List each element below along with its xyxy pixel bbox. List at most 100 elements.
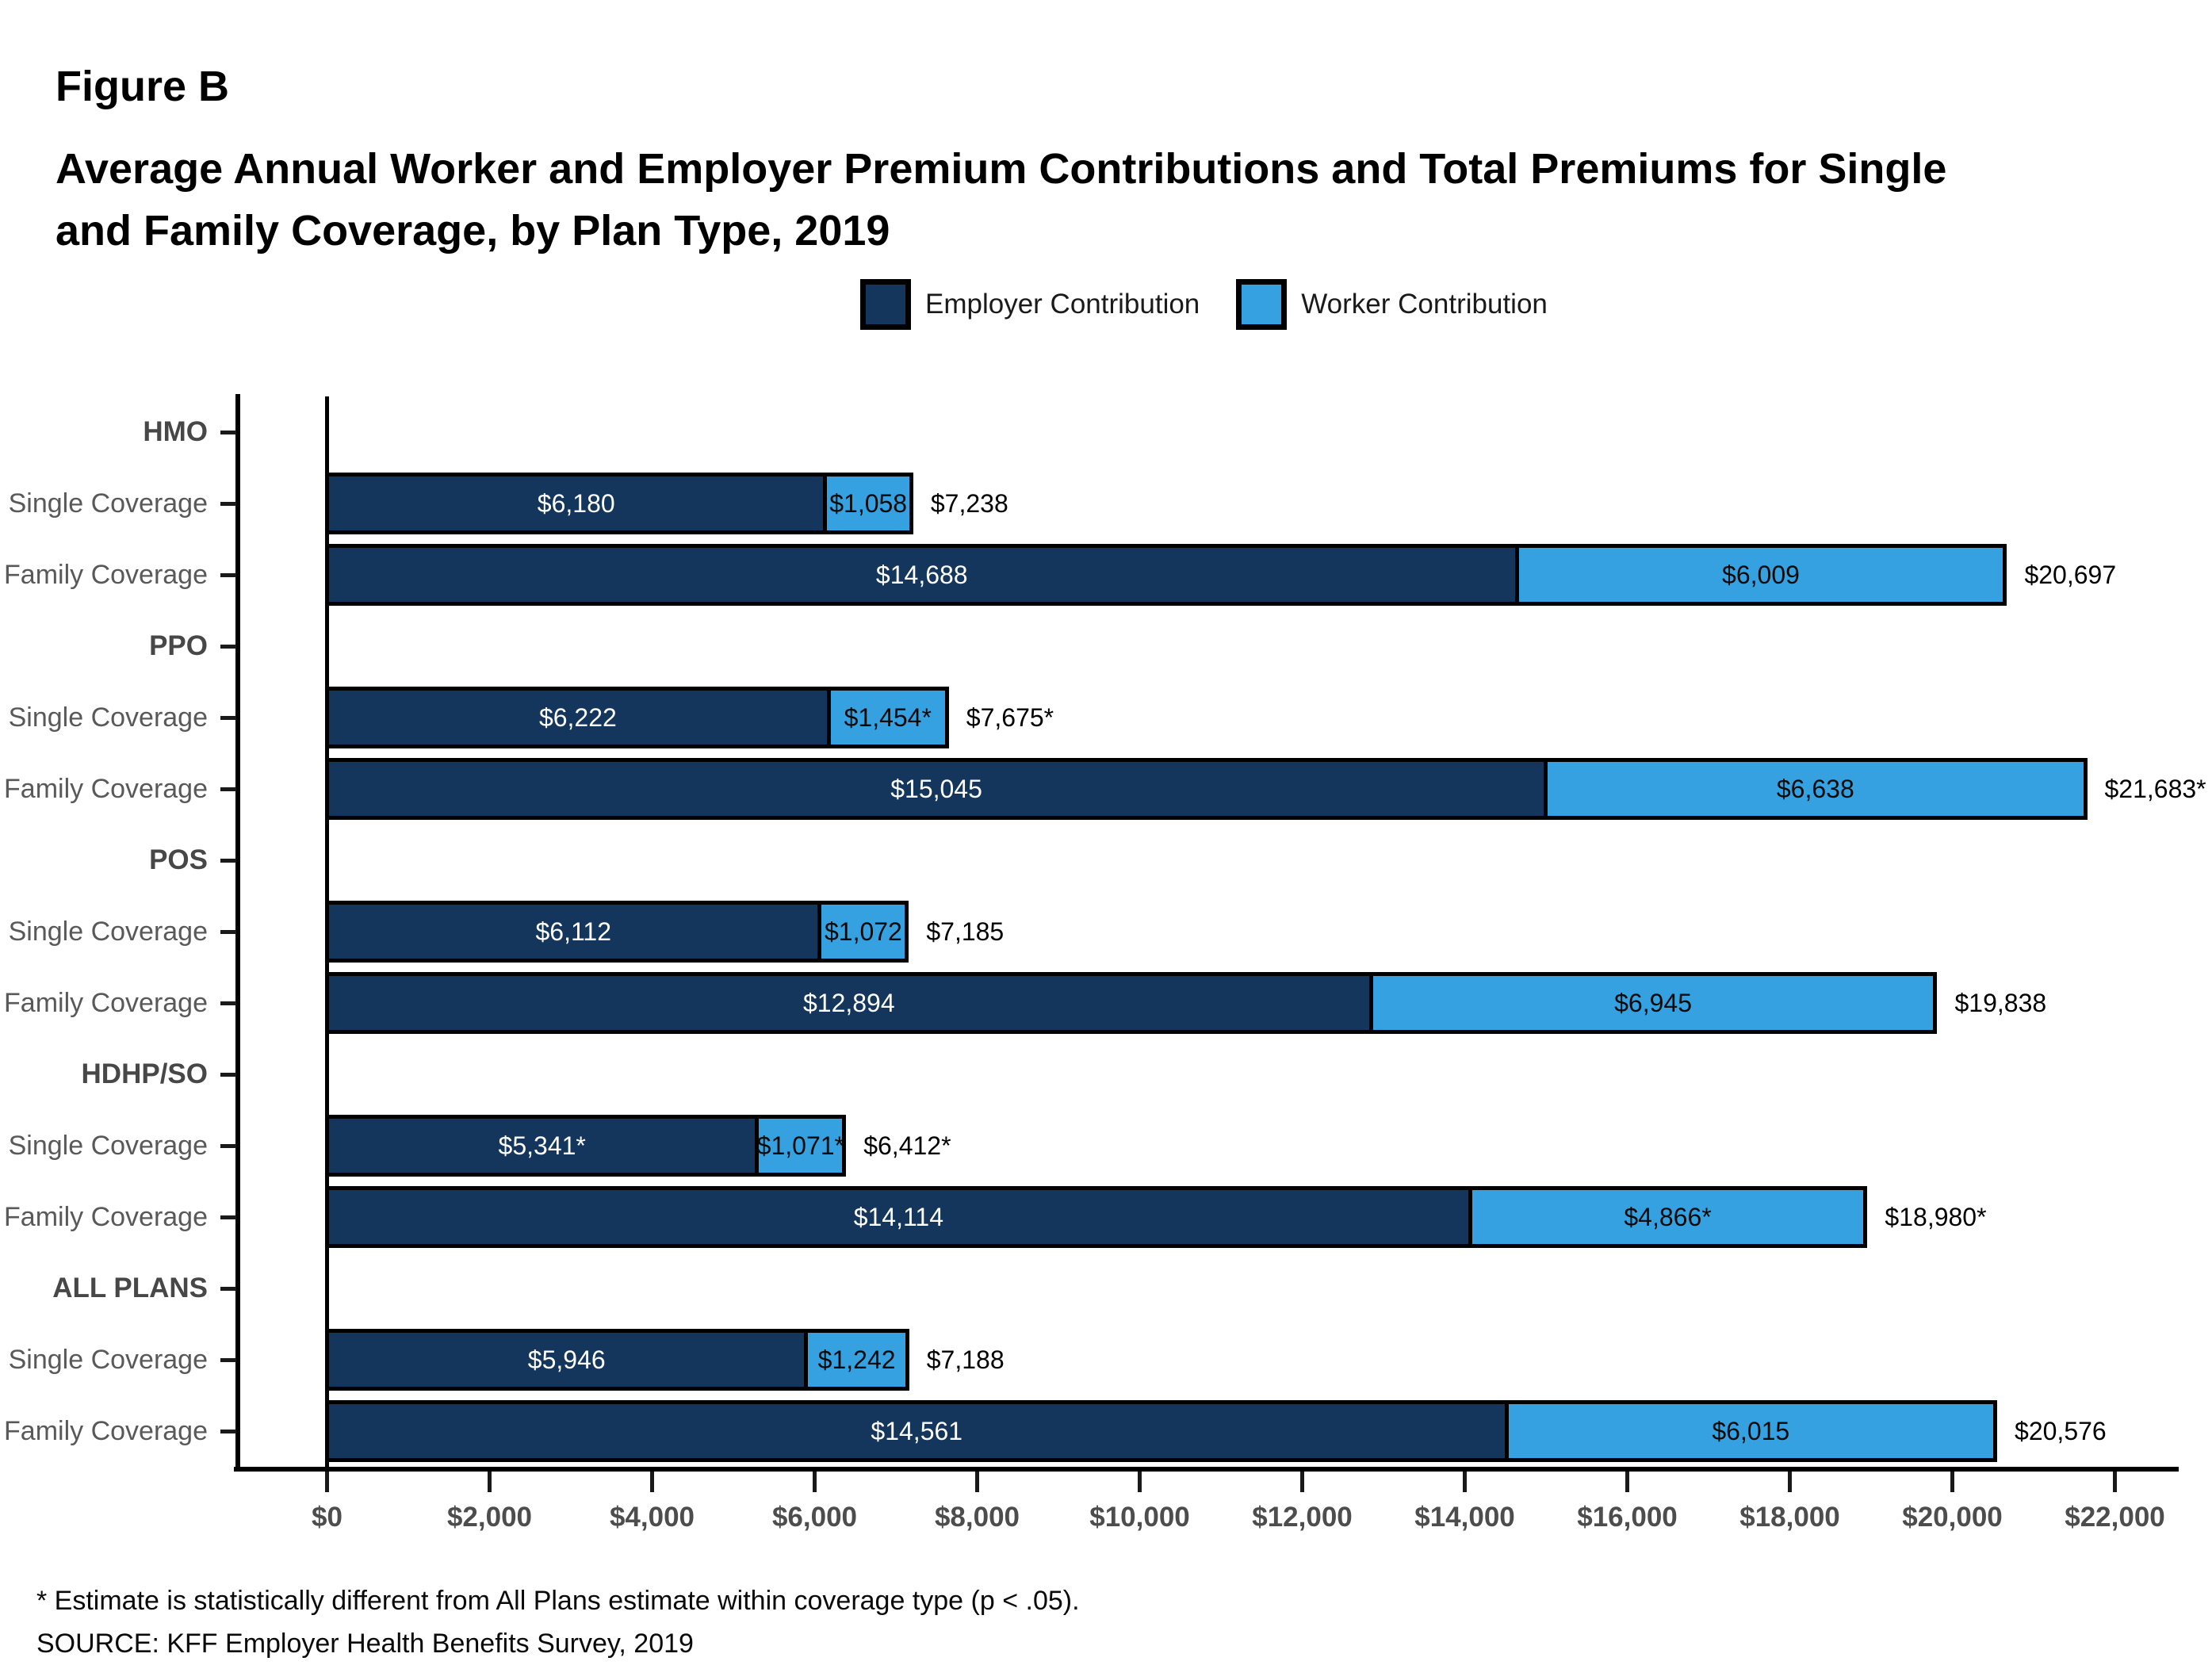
x-axis-tick-label: $6,000 bbox=[771, 1502, 858, 1533]
y-axis-tick bbox=[220, 1144, 236, 1148]
y-axis-tick bbox=[220, 1001, 236, 1005]
x-axis-tick bbox=[975, 1472, 979, 1492]
y-axis-tick bbox=[220, 1287, 236, 1291]
x-axis-tick bbox=[2113, 1472, 2117, 1492]
y-axis-tick bbox=[220, 502, 236, 506]
bar-row: $5,341* $1,071* $6,412* bbox=[325, 1115, 951, 1177]
y-axis-tick bbox=[220, 1358, 236, 1362]
legend-item-worker: Worker Contribution bbox=[1236, 279, 1548, 330]
coverage-label: Single Coverage bbox=[8, 488, 208, 519]
footnote: * Estimate is statistically different fr… bbox=[36, 1586, 1080, 1616]
y-axis-tick bbox=[220, 1073, 236, 1077]
total-premium-label: $7,185 bbox=[926, 917, 1005, 946]
title-block: Figure B Average Annual Worker and Emplo… bbox=[55, 62, 1946, 262]
x-axis-tick-label: $4,000 bbox=[609, 1502, 695, 1533]
x-axis-tick-label: $2,000 bbox=[446, 1502, 533, 1533]
plan-type-label: HDHP/SO bbox=[81, 1058, 208, 1089]
total-premium-label: $19,838 bbox=[1954, 988, 2047, 1017]
x-axis-tick-label: $16,000 bbox=[1577, 1502, 1678, 1533]
worker-contribution-segment: $1,072 bbox=[817, 901, 909, 963]
y-axis-tick bbox=[220, 787, 236, 791]
bar-row: $14,688 $6,009 $20,697 bbox=[325, 544, 2116, 606]
worker-contribution-segment: $6,015 bbox=[1504, 1400, 1998, 1462]
y-axis-tick bbox=[220, 431, 236, 434]
y-axis-line bbox=[235, 394, 240, 1470]
bar-row: $14,561 $6,015 $20,576 bbox=[325, 1400, 2107, 1462]
plan-type-label: ALL PLANS bbox=[52, 1273, 208, 1303]
bar-row: $6,222 $1,454* $7,675* bbox=[325, 687, 1054, 748]
legend-label-worker: Worker Contribution bbox=[1301, 289, 1548, 320]
x-axis-tick bbox=[1788, 1472, 1792, 1492]
x-axis-tick bbox=[650, 1472, 654, 1492]
coverage-label: Single Coverage bbox=[8, 917, 208, 947]
chart-title-line-1: Average Annual Worker and Employer Premi… bbox=[55, 145, 1947, 193]
plan-type-label: HMO bbox=[143, 416, 208, 447]
employer-contribution-segment: $14,688 bbox=[325, 544, 1519, 606]
x-axis-tick bbox=[488, 1472, 492, 1492]
y-axis-tick bbox=[220, 573, 236, 577]
x-axis-tick bbox=[813, 1472, 817, 1492]
total-premium-label: $7,188 bbox=[926, 1345, 1005, 1374]
total-premium-label: $18,980* bbox=[1885, 1202, 1987, 1231]
y-axis-tick bbox=[220, 645, 236, 649]
coverage-label: Family Coverage bbox=[4, 560, 208, 590]
total-premium-label: $6,412* bbox=[863, 1131, 951, 1160]
x-axis-line bbox=[234, 1467, 2179, 1472]
worker-contribution-segment: $4,866* bbox=[1468, 1186, 1868, 1248]
y-axis-tick bbox=[220, 1430, 236, 1433]
worker-contribution-segment: $1,454* bbox=[826, 687, 949, 748]
x-axis-tick bbox=[1625, 1472, 1629, 1492]
worker-contribution-segment: $1,071* bbox=[755, 1115, 847, 1177]
employer-contribution-segment: $14,561 bbox=[325, 1400, 1509, 1462]
x-axis-tick bbox=[1138, 1472, 1142, 1492]
employer-contribution-segment: $12,894 bbox=[325, 972, 1373, 1034]
x-axis-tick-label: $22,000 bbox=[2065, 1502, 2165, 1533]
worker-contribution-segment: $1,058 bbox=[823, 473, 913, 534]
y-axis-tick bbox=[220, 930, 236, 934]
coverage-label: Single Coverage bbox=[8, 1131, 208, 1161]
plan-type-label: POS bbox=[149, 844, 208, 875]
employer-contribution-segment: $6,180 bbox=[325, 473, 828, 534]
employer-contribution-segment: $6,112 bbox=[325, 901, 822, 963]
total-premium-label: $20,697 bbox=[2024, 560, 2117, 589]
worker-contribution-segment: $6,638 bbox=[1544, 758, 2088, 820]
bar-row: $6,112 $1,072 $7,185 bbox=[325, 901, 1004, 963]
legend-label-employer: Employer Contribution bbox=[925, 289, 1200, 320]
x-axis-tick bbox=[325, 1472, 329, 1492]
coverage-label: Family Coverage bbox=[4, 988, 208, 1018]
x-axis-tick bbox=[1463, 1472, 1467, 1492]
employer-contribution-segment: $5,341* bbox=[325, 1115, 760, 1177]
bar-row: $12,894 $6,945 $19,838 bbox=[325, 972, 2046, 1034]
x-axis-tick-label: $20,000 bbox=[1902, 1502, 2003, 1533]
coverage-label: Family Coverage bbox=[4, 1416, 208, 1446]
total-premium-label: $21,683* bbox=[2104, 774, 2206, 803]
bar-row: $5,946 $1,242 $7,188 bbox=[325, 1329, 1005, 1391]
coverage-label: Single Coverage bbox=[8, 1345, 208, 1375]
worker-contribution-swatch bbox=[1236, 279, 1288, 330]
worker-contribution-segment: $1,242 bbox=[804, 1329, 909, 1391]
total-premium-label: $20,576 bbox=[2015, 1416, 2107, 1445]
x-axis-tick-label: $8,000 bbox=[934, 1502, 1020, 1533]
y-axis-tick bbox=[220, 859, 236, 863]
x-axis-tick-label: $0 bbox=[312, 1502, 343, 1533]
bar-row: $15,045 $6,638 $21,683* bbox=[325, 758, 2206, 820]
bar-row: $6,180 $1,058 $7,238 bbox=[325, 473, 1008, 534]
y-axis-tick bbox=[220, 716, 236, 720]
coverage-label: Family Coverage bbox=[4, 774, 208, 804]
x-axis-tick-label: $14,000 bbox=[1414, 1502, 1515, 1533]
legend: Employer Contribution Worker Contributio… bbox=[860, 279, 1548, 330]
x-axis-tick-label: $18,000 bbox=[1739, 1502, 1840, 1533]
x-axis-tick-label: $10,000 bbox=[1089, 1502, 1190, 1533]
worker-contribution-segment: $6,009 bbox=[1514, 544, 2007, 606]
legend-item-employer: Employer Contribution bbox=[860, 279, 1200, 330]
employer-contribution-segment: $14,114 bbox=[325, 1186, 1472, 1248]
source-note: SOURCE: KFF Employer Health Benefits Sur… bbox=[36, 1629, 694, 1659]
worker-contribution-segment: $6,945 bbox=[1368, 972, 1938, 1034]
y-axis-tick bbox=[220, 1215, 236, 1219]
total-premium-label: $7,238 bbox=[930, 488, 1008, 518]
employer-contribution-segment: $5,946 bbox=[325, 1329, 809, 1391]
coverage-label: Single Coverage bbox=[8, 702, 208, 733]
plan-type-label: PPO bbox=[149, 630, 208, 661]
x-axis-tick-label: $12,000 bbox=[1252, 1502, 1353, 1533]
employer-contribution-swatch bbox=[860, 279, 911, 330]
